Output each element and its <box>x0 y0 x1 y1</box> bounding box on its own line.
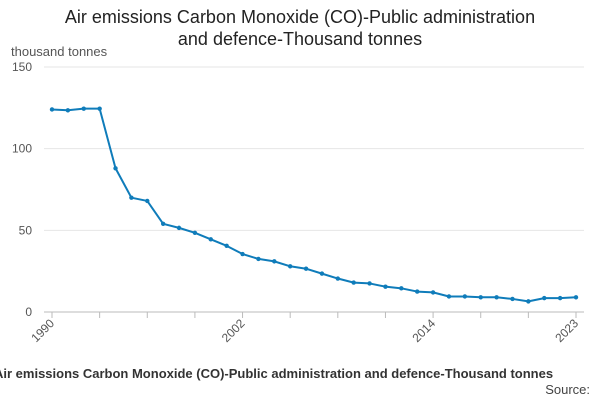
y-tick-label: 100 <box>12 142 32 156</box>
series-layer <box>49 106 579 304</box>
data-point <box>557 295 563 301</box>
data-point <box>65 108 71 113</box>
data-point <box>287 264 293 269</box>
x-tick-label: 1990 <box>28 316 57 345</box>
chart-title-line-2: and defence-Thousand tonnes <box>177 29 423 49</box>
data-point <box>478 295 483 300</box>
x-tick-label: 2014 <box>409 316 438 345</box>
data-point <box>367 281 372 286</box>
chart-title-line-1: Air emissions Carbon Monoxide (CO)-Publi… <box>64 7 536 27</box>
data-point <box>113 166 118 171</box>
data-point <box>510 296 515 302</box>
data-point <box>272 259 277 264</box>
y-tick-label: 150 <box>12 60 32 74</box>
data-point <box>97 106 102 111</box>
y-tick-label: 50 <box>19 223 33 237</box>
gridlines <box>44 66 584 313</box>
data-point <box>383 284 388 289</box>
data-point <box>494 295 499 300</box>
data-point <box>160 221 166 226</box>
y-axis-unit-label: thousand tonnes <box>11 44 108 59</box>
data-point <box>224 243 229 249</box>
data-point <box>462 294 468 299</box>
data-point <box>192 230 198 235</box>
data-point <box>49 107 55 112</box>
x-axis: 1990 2002 2014 2023 <box>28 312 581 345</box>
data-point <box>415 289 420 294</box>
source-label: Source: <box>545 382 590 397</box>
data-point <box>446 294 452 299</box>
data-point <box>351 280 356 285</box>
x-tick-label: 2002 <box>219 316 248 345</box>
data-point <box>129 195 134 200</box>
data-point <box>303 266 309 271</box>
data-point <box>256 256 261 262</box>
data-point <box>145 198 150 204</box>
x-tick-label: 2023 <box>552 316 581 345</box>
y-tick-label: 0 <box>25 305 32 319</box>
data-point <box>208 237 213 242</box>
data-point <box>526 299 531 304</box>
data-point <box>81 106 86 111</box>
data-point <box>399 286 404 291</box>
data-point <box>335 276 341 281</box>
data-point <box>430 290 436 295</box>
series-line <box>51 107 577 303</box>
chart-caption: Air emissions Carbon Monoxide (CO)-Publi… <box>0 366 554 381</box>
data-point <box>573 295 579 300</box>
data-point <box>542 295 547 301</box>
data-point <box>240 251 245 257</box>
data-point <box>176 225 182 231</box>
chart-title: Air emissions Carbon Monoxide (CO)-Publi… <box>0 6 600 50</box>
data-point <box>319 271 325 276</box>
y-axis: 0 50 100 150 <box>12 60 32 319</box>
